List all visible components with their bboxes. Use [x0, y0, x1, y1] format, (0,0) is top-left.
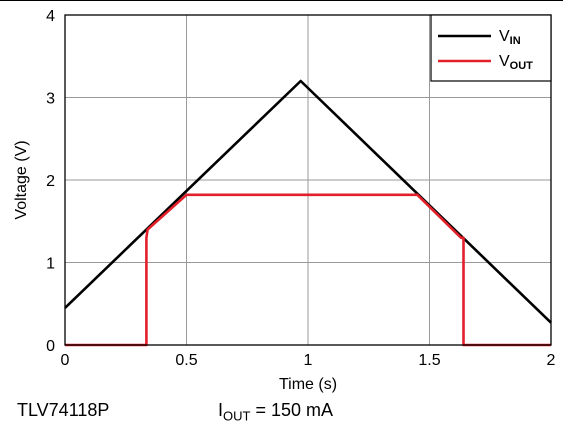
y-axis-label: Voltage (V)	[13, 140, 30, 219]
x-tick-label: 1	[304, 352, 313, 369]
series-line-vout	[65, 193, 551, 347]
x-tick-label: 1.5	[418, 352, 440, 369]
y-tick-label: 2	[46, 173, 55, 190]
y-tick-label: 0	[46, 338, 55, 355]
series-lines	[64, 79, 552, 347]
top-rule	[0, 0, 563, 1]
x-axis-label: Time (s)	[279, 376, 337, 393]
y-tick-label: 3	[46, 91, 55, 108]
legend-label-vout: VOUT	[499, 53, 533, 72]
legend-label-vin: VIN	[499, 28, 521, 47]
y-tick-label: 4	[46, 8, 55, 25]
grid	[65, 15, 551, 345]
iout-value: = 150 mA	[250, 400, 334, 420]
y-tick-label: 1	[46, 256, 55, 273]
x-tick-label: 0	[61, 352, 70, 369]
x-tick-label: 2	[547, 352, 556, 369]
series-line-vin	[64, 79, 552, 324]
tick-labels: 0 0.5 1 1.5 2 0 1 2 3 4	[46, 8, 555, 369]
iout-label: IOUT = 150 mA	[218, 400, 333, 424]
legend-box	[430, 14, 552, 82]
iout-subscript: OUT	[223, 408, 251, 424]
legend: VIN VOUT	[430, 14, 552, 82]
device-label: TLV74118P	[17, 400, 110, 420]
iout-prefix: I	[218, 400, 224, 420]
plot-frame	[64, 14, 552, 346]
x-tick-label: 0.5	[175, 352, 197, 369]
